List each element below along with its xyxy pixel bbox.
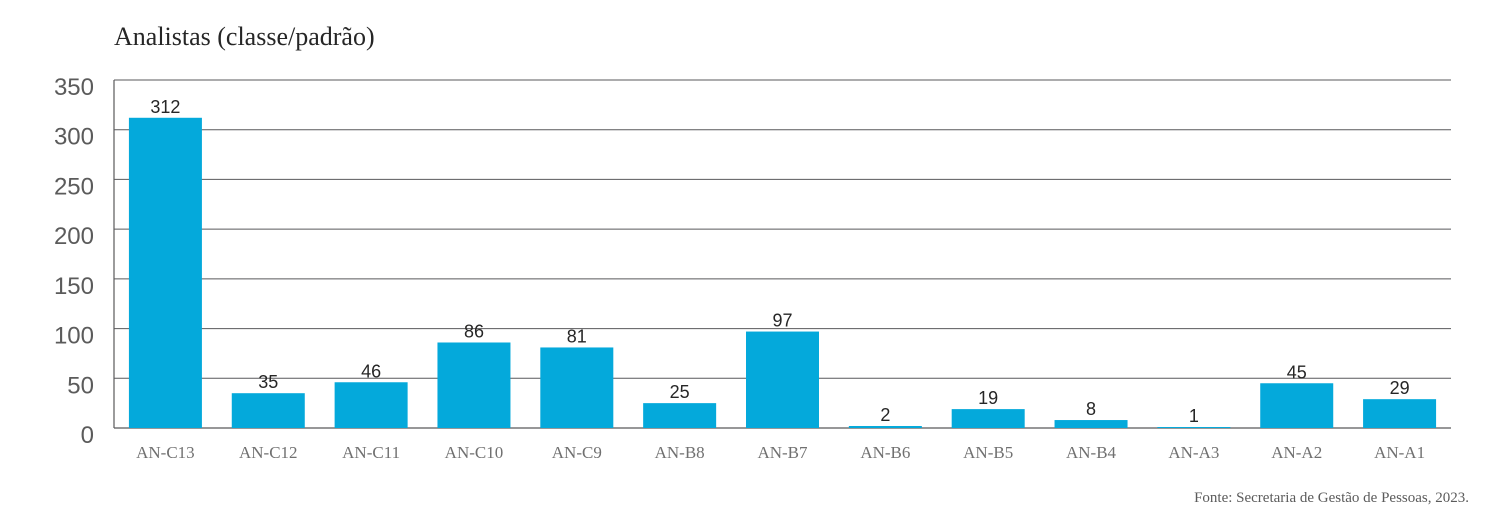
svg-text:AN-C13: AN-C13 [136, 443, 195, 462]
svg-text:AN-B7: AN-B7 [757, 443, 808, 462]
svg-text:1: 1 [1189, 406, 1199, 426]
svg-text:35: 35 [258, 372, 278, 392]
svg-text:97: 97 [772, 311, 792, 331]
svg-text:312: 312 [150, 97, 180, 117]
svg-text:81: 81 [567, 326, 587, 346]
svg-text:29: 29 [1390, 378, 1410, 398]
svg-text:50: 50 [67, 372, 94, 399]
svg-text:86: 86 [464, 321, 484, 341]
svg-text:350: 350 [54, 74, 94, 101]
svg-text:8: 8 [1086, 399, 1096, 419]
svg-text:25: 25 [670, 382, 690, 402]
svg-text:AN-A3: AN-A3 [1168, 443, 1219, 462]
svg-text:0: 0 [81, 422, 94, 449]
svg-text:AN-C10: AN-C10 [445, 443, 504, 462]
svg-text:150: 150 [54, 273, 94, 300]
svg-text:AN-C11: AN-C11 [342, 443, 400, 462]
svg-text:AN-C12: AN-C12 [239, 443, 298, 462]
svg-text:AN-C9: AN-C9 [552, 443, 602, 462]
svg-text:100: 100 [54, 323, 94, 350]
svg-text:250: 250 [54, 173, 94, 200]
svg-text:AN-B4: AN-B4 [1066, 443, 1117, 462]
svg-text:200: 200 [54, 223, 94, 250]
svg-text:2: 2 [880, 405, 890, 425]
svg-text:AN-B6: AN-B6 [860, 443, 910, 462]
svg-text:19: 19 [978, 388, 998, 408]
svg-text:AN-A1: AN-A1 [1374, 443, 1425, 462]
svg-text:AN-B8: AN-B8 [655, 443, 705, 462]
svg-text:AN-A2: AN-A2 [1271, 443, 1322, 462]
svg-text:AN-B5: AN-B5 [963, 443, 1013, 462]
svg-text:46: 46 [361, 361, 381, 381]
svg-text:45: 45 [1287, 362, 1307, 382]
svg-text:300: 300 [54, 124, 94, 151]
